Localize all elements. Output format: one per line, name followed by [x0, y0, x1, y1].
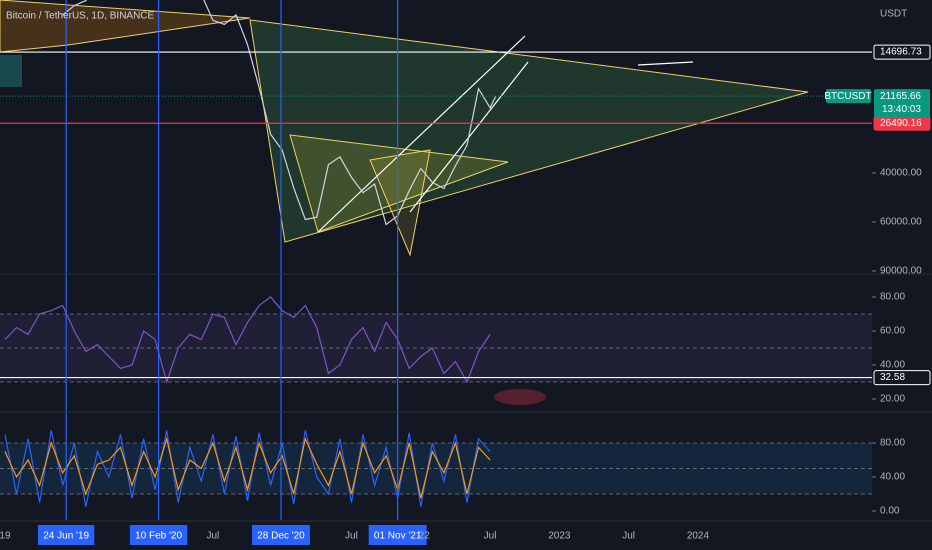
trend-line: [637, 61, 694, 66]
y-tick-label: 90000.00: [880, 266, 922, 277]
price-tag: [873, 370, 931, 386]
axes: USDT 40000.00 60000.00 90000.00 14696.73 2649…: [0, 9, 931, 545]
date-highlight: [368, 525, 427, 545]
price-tag-label: 32.58: [880, 372, 905, 383]
symbol-tag-label: BTCUSDT: [824, 91, 871, 102]
y-tick-label: 40.00: [880, 472, 905, 483]
trend-line: [317, 35, 526, 233]
symbol-tag: [826, 89, 871, 104]
x-tick-label: 28 Dec '20: [257, 531, 305, 542]
y-tick-label: 40.00: [880, 360, 905, 371]
x-tick-label: Jul: [345, 531, 358, 542]
price-axis: [872, 0, 932, 520]
triangle-drawing: [289, 134, 509, 233]
box-drawing: [0, 55, 22, 87]
y-tick-label: 60000.00: [880, 217, 922, 228]
highlight-drawing: [494, 389, 546, 405]
y-tick-label: 0.00: [880, 506, 900, 517]
drawings: [0, 0, 809, 405]
x-tick-label: 22: [419, 531, 431, 542]
x-tick-label: Jul: [484, 531, 497, 542]
countdown-label: 13:40:03: [882, 104, 921, 115]
y-tick-label: 80.00: [880, 438, 905, 449]
chart-title: Bitcoin / TetherUS, 1D, BINANCE: [6, 11, 155, 22]
series-line: [62, 0, 497, 226]
triangle-drawing: [249, 19, 809, 243]
x-tick-label: 19: [0, 531, 11, 542]
x-tick-label: Jul: [622, 531, 635, 542]
plot-area: [0, 0, 872, 520]
last-price-label: 21165.66: [880, 91, 921, 102]
date-highlight: [252, 525, 310, 545]
last-price-tag: [874, 89, 930, 118]
x-tick-label: 2023: [548, 531, 571, 542]
price-tag: [873, 44, 931, 60]
date-highlight: [129, 525, 188, 545]
x-tick-label: 01 Nov '21: [374, 531, 422, 542]
y-tick-label: 20.00: [880, 394, 905, 405]
triangle-drawing: [0, 0, 251, 53]
series-line: [4, 430, 491, 507]
x-tick-label: 24 Jun '19: [43, 531, 89, 542]
date-highlight: [38, 525, 95, 545]
series-line: [4, 436, 491, 499]
x-tick-label: Jul: [206, 531, 219, 542]
y-tick-label: 40000.00: [880, 168, 922, 179]
x-tick-label: 2024: [687, 531, 710, 542]
price-tag-label: 26490.16: [880, 118, 922, 129]
price-tag-label: 14696.73: [880, 47, 922, 58]
y-tick-label: 60.00: [880, 326, 905, 337]
y-tick-label: 80.00: [880, 292, 905, 303]
series-line: [4, 296, 491, 385]
unit-label: USDT: [880, 9, 907, 20]
x-tick-label: 10 Feb '20: [135, 531, 182, 542]
